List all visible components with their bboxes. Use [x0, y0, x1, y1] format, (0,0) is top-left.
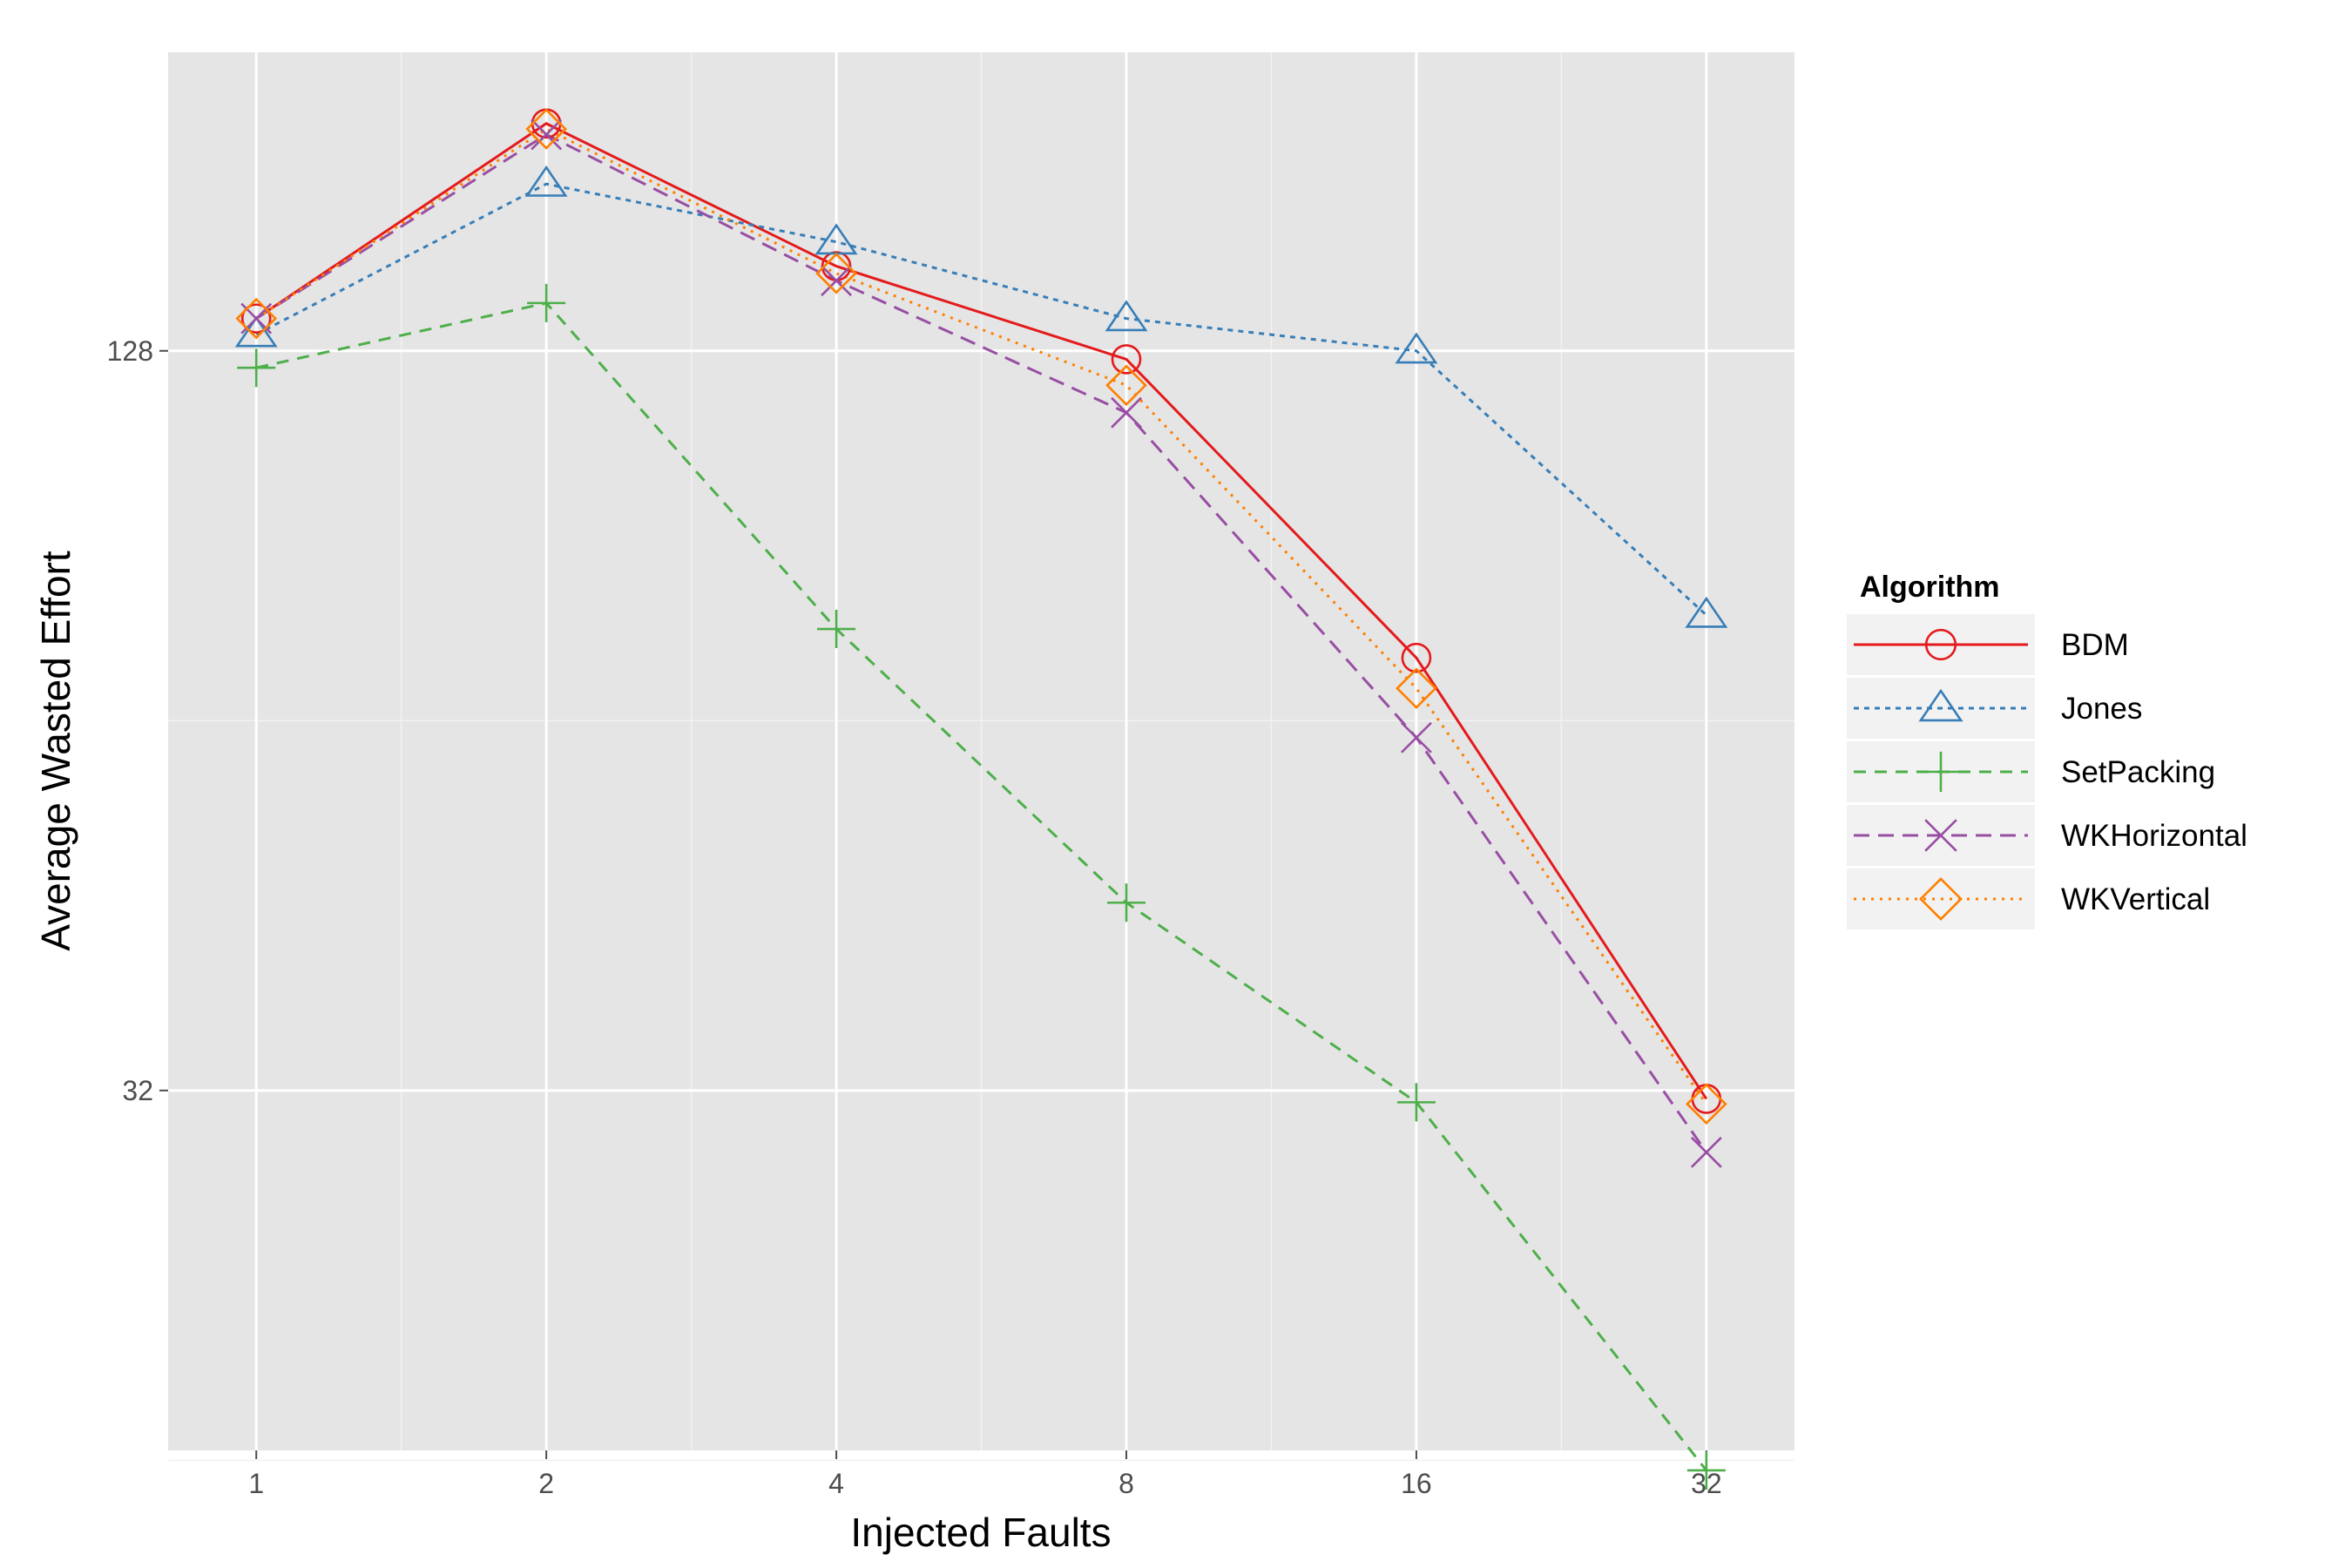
legend-label-wkhorizontal: WKHorizontal	[2061, 819, 2247, 853]
minor-gridlines	[168, 52, 1794, 1462]
data-point-wkvertical	[525, 108, 567, 150]
x-tick-label: 1	[248, 1468, 264, 1499]
x-tick-label: 2	[538, 1468, 554, 1499]
data-point-wkvertical	[1105, 364, 1147, 407]
data-point-setpacking	[1396, 1083, 1436, 1122]
legend-marker-jones	[1918, 688, 1963, 722]
data-point-wkvertical	[1686, 1083, 1727, 1125]
data-point-wkhorizontal	[1111, 396, 1142, 429]
data-point-wkvertical	[235, 297, 278, 340]
data-point-setpacking	[1107, 883, 1146, 923]
data-point-bdm	[1401, 642, 1432, 673]
series-lines	[255, 122, 1708, 1471]
series-line-jones	[255, 182, 1707, 617]
data-point-wkhorizontal	[1690, 1136, 1722, 1168]
data-point-setpacking	[527, 283, 566, 322]
data-point-wkvertical	[815, 252, 857, 294]
data-point-setpacking	[817, 610, 856, 649]
data-point-jones	[1685, 596, 1728, 628]
legend-marker-bdm	[1924, 628, 1957, 661]
data-point-setpacking	[237, 348, 276, 388]
legend-marker-setpacking	[1920, 751, 1962, 793]
x-tick-label: 4	[828, 1468, 844, 1499]
x-tick-label: 16	[1401, 1468, 1432, 1499]
data-point-wkhorizontal	[1401, 721, 1432, 754]
legend-marker-wkvertical	[1919, 877, 1963, 921]
series-markers	[234, 108, 1728, 1490]
data-point-wkvertical	[1396, 667, 1437, 710]
legend-label-jones: Jones	[2061, 692, 2142, 726]
legend-label-bdm: BDM	[2061, 628, 2129, 662]
series-line-wkvertical	[255, 127, 1708, 1105]
data-point-bdm	[1111, 344, 1142, 375]
data-point-setpacking	[1686, 1450, 1726, 1490]
data-point-jones	[1395, 332, 1438, 364]
x-axis: 1 2 4 8 16 32	[248, 1450, 1722, 1499]
legend: Algorithm BDM Jones SetPacking WKHorizontal…	[1847, 571, 2247, 929]
data-point-bdm	[240, 303, 272, 334]
legend-marker-wkhorizontal	[1924, 819, 1957, 852]
legend-label-wkvertical: WKVertical	[2061, 882, 2210, 916]
y-tick-label: 128	[107, 335, 153, 367]
y-axis: 32 128	[107, 335, 168, 1106]
data-point-wkhorizontal	[531, 118, 563, 151]
legend-items: BDM Jones SetPacking WKHorizontal WKVertical	[1847, 614, 2247, 929]
data-point-jones	[524, 165, 568, 197]
y-axis-title: Average Wasted Effort	[33, 551, 78, 951]
data-point-wkhorizontal	[821, 265, 852, 297]
x-axis-title: Injected Faults	[850, 1510, 1111, 1555]
data-point-jones	[1105, 300, 1148, 332]
y-tick-label: 32	[122, 1075, 153, 1106]
data-point-jones	[234, 315, 278, 348]
x-tick-label: 8	[1119, 1468, 1134, 1499]
legend-title: Algorithm	[1860, 571, 2000, 604]
series-line-bdm	[255, 122, 1708, 1100]
legend-label-setpacking: SetPacking	[2061, 755, 2215, 789]
